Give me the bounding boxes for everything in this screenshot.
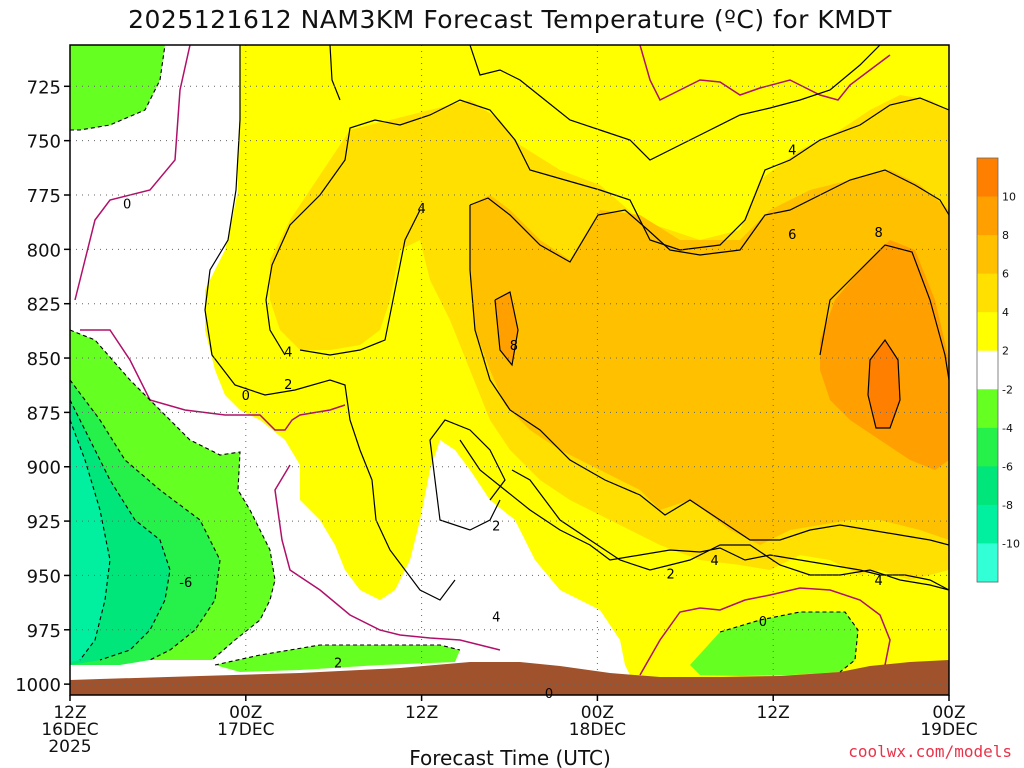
- colorbar-tick-label: -8: [1002, 499, 1013, 512]
- colorbar-band: [977, 466, 998, 506]
- y-tick-label: 750: [27, 132, 61, 153]
- y-tick-label: 975: [27, 621, 61, 642]
- y-tick-label: 900: [27, 458, 61, 479]
- contour-line-neg2: [70, 45, 859, 673]
- contour-line-6-lower: [469, 205, 949, 546]
- x-tick-label: 12Z: [405, 703, 438, 723]
- contour-line-neg6: [70, 399, 171, 661]
- x-axis-label: Forecast Time (UTC): [409, 746, 611, 768]
- fill-band-neg8-to-neg10: [70, 420, 110, 662]
- colorbar-tick-label: 2: [1002, 345, 1009, 358]
- y-tick-label: 875: [27, 403, 61, 424]
- colorbar-band: [977, 427, 998, 467]
- x-tick-label: 18DEC: [569, 720, 626, 740]
- y-axis: 725 750 775 800 825 850 875 900 925 950 975 1000: [15, 77, 70, 696]
- y-tick-label: 825: [27, 295, 61, 316]
- contour-line-2: [204, 45, 881, 601]
- colorbar-band: [977, 543, 998, 583]
- contour-label: 4: [417, 202, 425, 217]
- fill-band-neg2-to-neg4-bottom-right: [690, 612, 858, 676]
- contour-label: 4: [710, 554, 718, 569]
- contour-label: 2: [334, 656, 342, 671]
- x-tick-label: 16DEC: [41, 720, 98, 740]
- contour-label: 8: [875, 226, 883, 241]
- fill-band-neg2-to-neg4-bottom-mid: [215, 645, 460, 672]
- contour-label: 4: [875, 574, 883, 589]
- contour-label: 6: [788, 228, 796, 243]
- colorbar-frame: [976, 157, 999, 583]
- fill-band-above-10: [868, 340, 900, 428]
- contour-line-8: [494, 244, 949, 381]
- contour-label: 0: [242, 389, 250, 404]
- contour-label: 4: [492, 611, 500, 626]
- fill-ground: [70, 660, 949, 695]
- contour-label: 4: [284, 346, 292, 361]
- contour-label: 2: [492, 519, 500, 534]
- contour-label: 4: [788, 143, 796, 158]
- contour-line-0-right: [639, 587, 891, 676]
- fill-band-6-to-8: [470, 170, 949, 545]
- contour-label: -6: [179, 576, 192, 591]
- contour-label: 0: [759, 615, 767, 630]
- credit-link[interactable]: coolwx.com/models: [848, 742, 1012, 761]
- colorbar-tick-label: 10: [1002, 191, 1016, 204]
- x-tick-label: 17DEC: [217, 720, 274, 740]
- colorbar-tick-label: 4: [1002, 306, 1009, 319]
- contour-label: 0: [545, 687, 553, 702]
- x-tick-label: 12Z: [757, 703, 790, 723]
- colorbar-band: [977, 158, 998, 198]
- fill-band-neg2-to-neg4-topleft: [70, 45, 165, 130]
- y-tick-label: 950: [27, 566, 61, 587]
- contour-line-neg8: [70, 419, 111, 661]
- contour-line-10: [867, 338, 901, 429]
- y-tick-label: 1000: [15, 675, 61, 696]
- colorbar-tick-label: -6: [1002, 460, 1013, 473]
- contour-label: 2: [667, 567, 675, 582]
- x-tick-label: 00Z: [581, 703, 614, 723]
- contour-line-6: [469, 169, 949, 263]
- contour-line-4: [265, 97, 949, 356]
- colorbar-band: [977, 389, 998, 429]
- x-tick-label: 2025: [48, 737, 91, 757]
- y-tick-label: 725: [27, 77, 61, 98]
- colorbar-tick-label: -2: [1002, 383, 1013, 396]
- x-tick-label: 12Z: [53, 703, 86, 723]
- colorbar-band: [977, 504, 998, 544]
- x-tick-label: 00Z: [229, 703, 262, 723]
- contour-line-neg4: [70, 379, 221, 661]
- fill-band-8-to-10-small: [495, 292, 518, 365]
- y-tick-label: 800: [27, 240, 61, 261]
- colorbar-tick-label: -4: [1002, 422, 1013, 435]
- y-tick-label: 775: [27, 186, 61, 207]
- colorbar-band: [977, 273, 998, 313]
- colorbar-tick-label: 8: [1002, 229, 1009, 242]
- x-tick-label: 19DEC: [920, 720, 977, 740]
- contour-line-2-mid: [429, 419, 949, 591]
- plot-frame: [69, 44, 950, 696]
- colorbar-tick-label: -10: [1002, 537, 1020, 550]
- colorbar-band: [977, 235, 998, 275]
- chart-title: 2025121612 NAM3KM Forecast Temperature (…: [128, 5, 892, 34]
- colorbar-tick-label: 6: [1002, 268, 1009, 281]
- colorbar-band: [977, 350, 998, 390]
- colorbar-band: [977, 312, 998, 352]
- colorbar: 10 8 6 4 2 -2 -4 -6 -8 -10: [976, 157, 1020, 583]
- contour-label: 0: [123, 198, 131, 213]
- contour-label: 2: [284, 378, 292, 393]
- x-tick-label: 00Z: [932, 703, 965, 723]
- colorbar-band: [977, 196, 998, 236]
- contour-label: 8: [510, 339, 518, 354]
- y-tick-label: 925: [27, 512, 61, 533]
- contour-line-4-lower: [459, 439, 949, 591]
- y-tick-label: 850: [27, 349, 61, 370]
- contour-labels: 0 0 2 4 4 8 2 4 -6 2 0 2 4 0 4 6 8 4: [123, 143, 883, 702]
